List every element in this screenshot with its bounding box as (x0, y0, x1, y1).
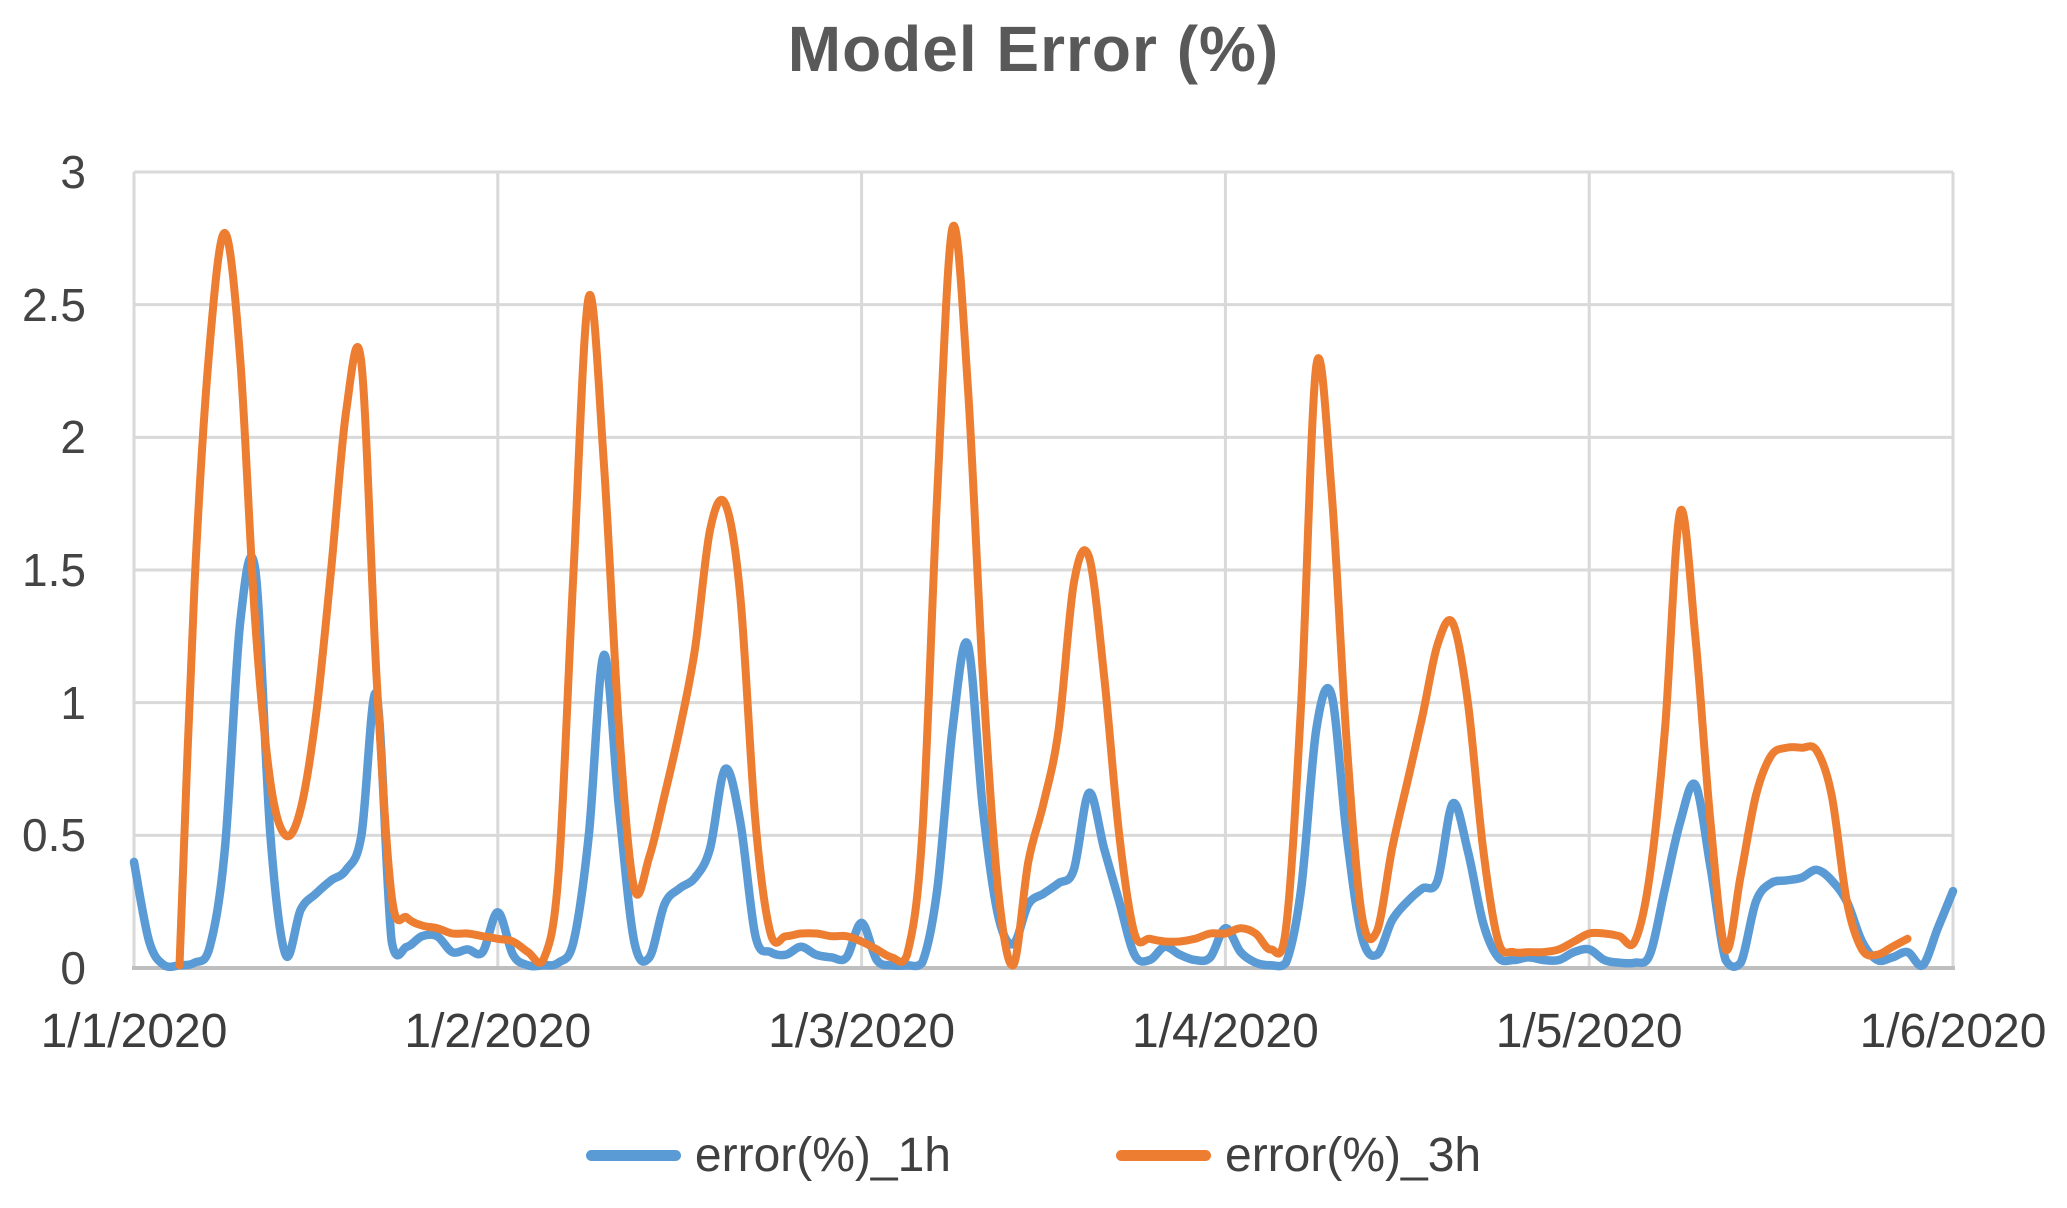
legend: error(%)_1h error(%)_3h (0, 1128, 2067, 1183)
x-tick-label: 1/3/2020 (768, 1005, 956, 1058)
x-tick-label: 1/2/2020 (404, 1005, 592, 1058)
series-lines (129, 221, 1958, 972)
series-line-error-3h (175, 221, 1912, 970)
series-line-error-1h (129, 552, 1958, 972)
x-tick-label: 1/4/2020 (1131, 1005, 1319, 1058)
y-tick-label: 0.5 (22, 809, 86, 862)
legend-swatch-error-3h (1116, 1150, 1211, 1161)
gridlines (132, 170, 1955, 970)
x-tick-label: 1/5/2020 (1495, 1005, 1683, 1058)
chart-title: Model Error (%) (787, 13, 1280, 85)
y-tick-label: 2.5 (22, 278, 86, 331)
y-tick-label: 1 (60, 676, 86, 729)
legend-swatch-error-1h (585, 1150, 681, 1161)
y-tick-label: 2 (60, 411, 86, 464)
y-tick-label: 0 (60, 942, 86, 994)
legend-label-error-3h: error(%)_3h (1225, 1129, 1482, 1182)
x-tick-label: 1/1/2020 (40, 1005, 228, 1058)
legend-item-error-1h[interactable]: error(%)_1h (585, 1128, 951, 1183)
legend-item-error-3h[interactable]: error(%)_3h (1116, 1128, 1481, 1183)
legend-label-error-1h: error(%)_1h (694, 1129, 951, 1182)
x-tick-label: 1/6/2020 (1859, 1005, 2047, 1058)
y-tick-label: 3 (60, 146, 86, 198)
y-tick-label: 1.5 (22, 544, 86, 596)
